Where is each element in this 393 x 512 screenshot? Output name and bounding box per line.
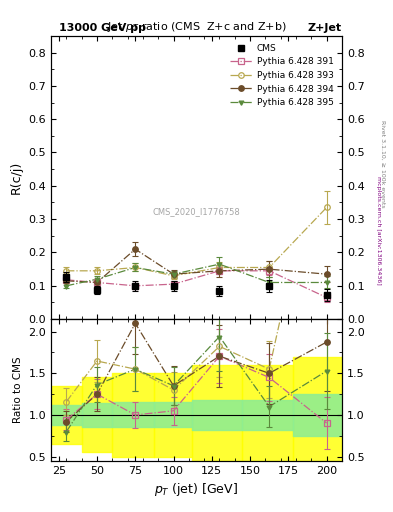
Y-axis label: R(c/j): R(c/j) (10, 161, 23, 194)
Text: CMS_2020_I1776758: CMS_2020_I1776758 (152, 207, 241, 216)
Pythia 6.428 394 (217, 268, 222, 274)
Text: Rivet 3.1.10, ≥ 100k events: Rivet 3.1.10, ≥ 100k events (381, 120, 386, 208)
Pythia 6.428 393 (133, 264, 138, 270)
Line: Pythia 6.428 395: Pythia 6.428 395 (64, 261, 329, 289)
Pythia 6.428 391 (267, 268, 272, 274)
Pythia 6.428 393 (217, 264, 222, 270)
Line: Pythia 6.428 393: Pythia 6.428 393 (64, 205, 329, 279)
Line: CMS: CMS (63, 274, 330, 298)
Pythia 6.428 393 (267, 264, 272, 270)
Pythia 6.428 391 (133, 283, 138, 289)
Pythia 6.428 395 (324, 280, 329, 286)
Pythia 6.428 391 (64, 277, 69, 283)
Text: Z+Jet: Z+Jet (308, 23, 342, 33)
X-axis label: $p_T$ (jet) [GeV]: $p_T$ (jet) [GeV] (154, 481, 239, 498)
Text: 13000 GeV pp: 13000 GeV pp (59, 23, 146, 33)
Pythia 6.428 395 (64, 283, 69, 289)
Pythia 6.428 393 (324, 204, 329, 210)
Pythia 6.428 395 (217, 261, 222, 267)
Pythia 6.428 393 (95, 268, 99, 274)
Pythia 6.428 395 (95, 276, 99, 282)
Pythia 6.428 394 (324, 271, 329, 277)
Text: mcplots.cern.ch [arXiv:1306.3436]: mcplots.cern.ch [arXiv:1306.3436] (376, 176, 380, 285)
CMS (171, 283, 176, 289)
Y-axis label: Ratio to CMS: Ratio to CMS (13, 357, 23, 423)
Pythia 6.428 391 (324, 294, 329, 301)
Pythia 6.428 395 (171, 271, 176, 277)
Pythia 6.428 394 (95, 280, 99, 286)
Pythia 6.428 395 (267, 280, 272, 286)
Pythia 6.428 394 (267, 266, 272, 272)
Title: Jet $p_T$ ratio (CMS  Z+c and Z+b): Jet $p_T$ ratio (CMS Z+c and Z+b) (107, 20, 286, 34)
CMS (95, 287, 99, 293)
CMS (267, 283, 272, 289)
Pythia 6.428 394 (133, 246, 138, 252)
Pythia 6.428 391 (171, 281, 176, 287)
CMS (324, 292, 329, 298)
Pythia 6.428 395 (133, 264, 138, 270)
Pythia 6.428 393 (171, 273, 176, 279)
Pythia 6.428 393 (64, 268, 69, 274)
Pythia 6.428 391 (95, 280, 99, 286)
CMS (64, 274, 69, 281)
Legend: CMS, Pythia 6.428 391, Pythia 6.428 393, Pythia 6.428 394, Pythia 6.428 395: CMS, Pythia 6.428 391, Pythia 6.428 393,… (226, 40, 338, 111)
Pythia 6.428 391 (217, 268, 222, 274)
Line: Pythia 6.428 391: Pythia 6.428 391 (64, 268, 329, 300)
Line: Pythia 6.428 394: Pythia 6.428 394 (64, 246, 329, 285)
Pythia 6.428 394 (171, 271, 176, 277)
CMS (217, 288, 222, 294)
Pythia 6.428 394 (64, 278, 69, 284)
CMS (133, 283, 138, 289)
